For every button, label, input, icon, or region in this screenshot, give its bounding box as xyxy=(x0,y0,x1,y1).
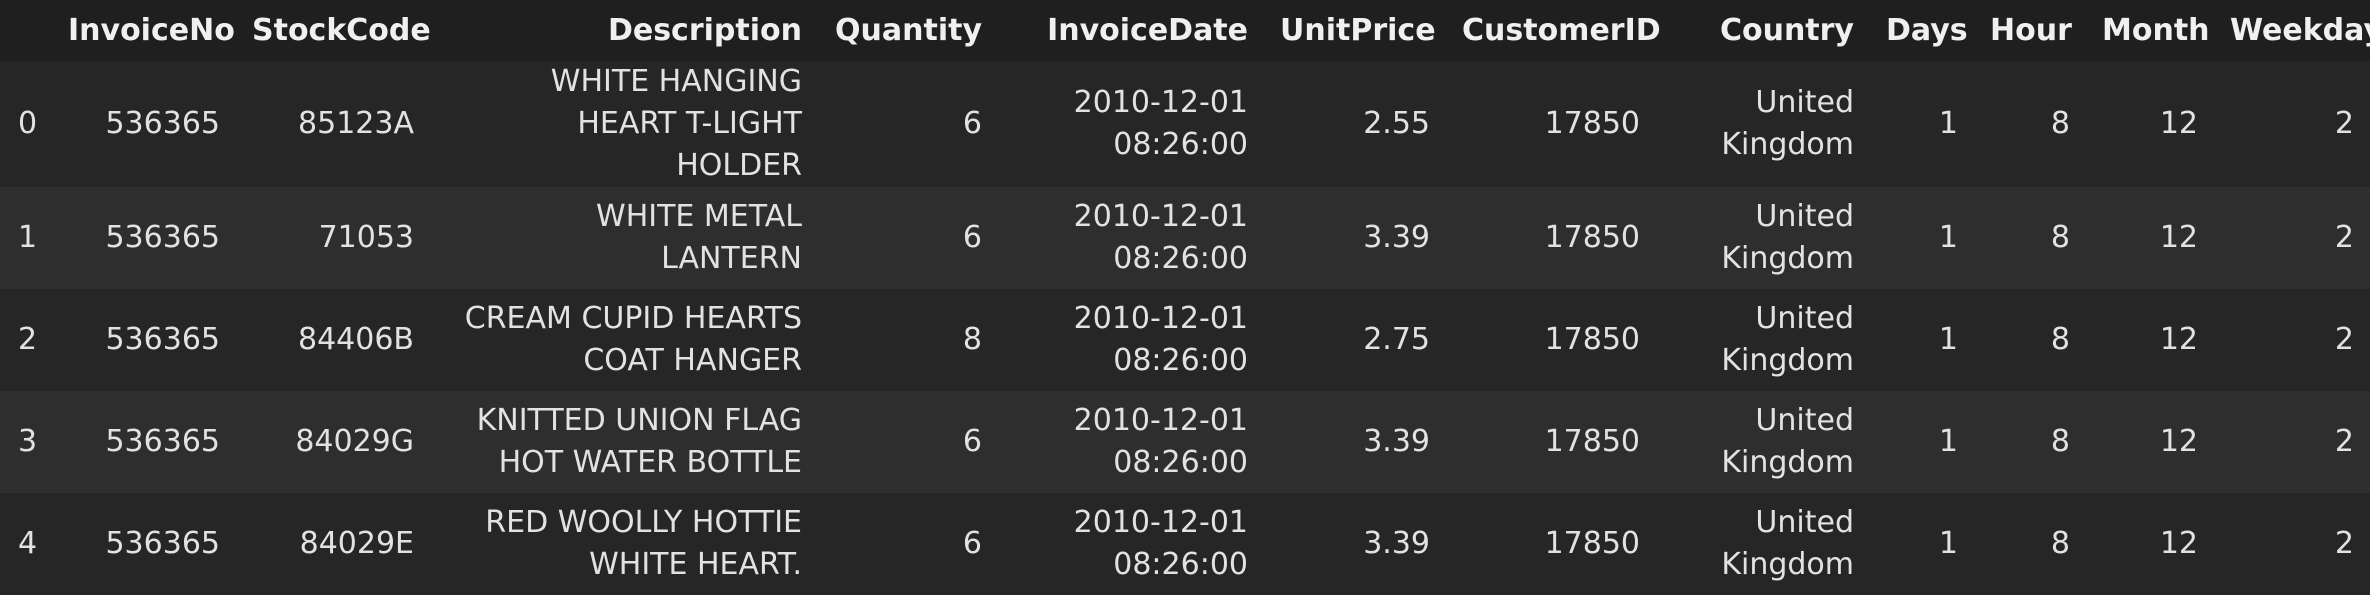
table-cell: 17850 xyxy=(1544,526,1640,561)
row-index: 2 xyxy=(18,322,38,357)
table-cell: 17850 xyxy=(1544,424,1640,459)
table-cell: 2010-12-01 08:26:00 xyxy=(1073,85,1248,162)
table-header: InvoiceNo StockCode Description Quantity… xyxy=(0,0,2370,61)
column-header: Month xyxy=(2086,0,2214,61)
table-cell: 12 xyxy=(2159,106,2198,141)
table-cell: 2.55 xyxy=(1363,106,1430,141)
table-cell: 12 xyxy=(2159,322,2198,357)
table-cell: 6 xyxy=(962,220,982,255)
table-row: 0 536365 85123A WHITE HANGING HEART T-LI… xyxy=(0,61,2370,187)
column-header: StockCode xyxy=(236,0,431,61)
column-header: InvoiceNo xyxy=(52,0,236,61)
table-cell: 536365 xyxy=(105,106,220,141)
table-cell: 2010-12-01 08:26:00 xyxy=(1073,301,1248,378)
table-cell: 1 xyxy=(1938,424,1958,459)
table-cell: 6 xyxy=(962,424,982,459)
table-row: 1 536365 71053 WHITE METAL LANTERN 6 201… xyxy=(0,187,2370,289)
row-index: 1 xyxy=(18,220,38,255)
table-cell: 2 xyxy=(2334,424,2354,459)
table-cell: 2 xyxy=(2334,526,2354,561)
row-index: 4 xyxy=(18,526,38,561)
column-header: Quantity xyxy=(818,0,998,61)
table-cell: 85123A xyxy=(298,106,414,141)
table-cell: 71053 xyxy=(318,220,414,255)
table-cell: 1 xyxy=(1938,322,1958,357)
table-cell: KNITTED UNION FLAG HOT WATER BOTTLE xyxy=(476,403,802,480)
table-cell: 1 xyxy=(1938,220,1958,255)
table-cell: WHITE METAL LANTERN xyxy=(596,199,802,276)
table-cell: 84406B xyxy=(297,322,414,357)
table-cell: 536365 xyxy=(105,322,220,357)
index-header xyxy=(0,0,52,61)
table-cell: 2 xyxy=(2334,322,2354,357)
table-cell: 17850 xyxy=(1544,220,1640,255)
row-index: 0 xyxy=(18,106,38,141)
table-cell: 2010-12-01 08:26:00 xyxy=(1073,505,1248,582)
table-row: 3 536365 84029G KNITTED UNION FLAG HOT W… xyxy=(0,391,2370,493)
table-cell: United Kingdom xyxy=(1721,301,1854,378)
table-cell: 8 xyxy=(2050,106,2070,141)
table-cell: 536365 xyxy=(105,526,220,561)
table-cell: 6 xyxy=(962,526,982,561)
table-cell: 17850 xyxy=(1544,322,1640,357)
table-cell: 12 xyxy=(2159,424,2198,459)
table-cell: 1 xyxy=(1938,106,1958,141)
table-cell: 2 xyxy=(2334,106,2354,141)
row-index: 3 xyxy=(18,424,38,459)
table-cell: 12 xyxy=(2159,220,2198,255)
column-header: CustomerID xyxy=(1446,0,1661,61)
table-cell: 8 xyxy=(962,322,982,357)
table-cell: 12 xyxy=(2159,526,2198,561)
table-cell: 3.39 xyxy=(1363,424,1430,459)
table-cell: 8 xyxy=(2050,424,2070,459)
table-cell: 8 xyxy=(2050,526,2070,561)
table-cell: 84029E xyxy=(299,526,414,561)
column-header: InvoiceDate xyxy=(998,0,1264,61)
table-cell: 8 xyxy=(2050,220,2070,255)
table-cell: 2010-12-01 08:26:00 xyxy=(1073,199,1248,276)
column-header: Weekdays xyxy=(2214,0,2370,61)
table-cell: WHITE HANGING HEART T-LIGHT HOLDER xyxy=(550,64,802,183)
table-cell: United Kingdom xyxy=(1721,403,1854,480)
table-cell: United Kingdom xyxy=(1721,85,1854,162)
table-cell: 2.75 xyxy=(1363,322,1430,357)
table-cell: RED WOOLLY HOTTIE WHITE HEART. xyxy=(485,505,802,582)
column-header: Days xyxy=(1870,0,1974,61)
table-cell: CREAM CUPID HEARTS COAT HANGER xyxy=(464,301,802,378)
table-cell: 3.39 xyxy=(1363,526,1430,561)
table-cell: 84029G xyxy=(295,424,414,459)
header-row: InvoiceNo StockCode Description Quantity… xyxy=(0,0,2370,61)
table-cell: 536365 xyxy=(105,424,220,459)
column-header: Description xyxy=(430,0,818,61)
table-cell: 1 xyxy=(1938,526,1958,561)
table-row: 2 536365 84406B CREAM CUPID HEARTS COAT … xyxy=(0,289,2370,391)
column-header: Hour xyxy=(1974,0,2086,61)
column-header: UnitPrice xyxy=(1264,0,1446,61)
table-cell: 3.39 xyxy=(1363,220,1430,255)
table-cell: 536365 xyxy=(105,220,220,255)
table-cell: United Kingdom xyxy=(1721,505,1854,582)
table-cell: United Kingdom xyxy=(1721,199,1854,276)
table-cell: 6 xyxy=(962,106,982,141)
table-cell: 8 xyxy=(2050,322,2070,357)
table-body: 0 536365 85123A WHITE HANGING HEART T-LI… xyxy=(0,61,2370,595)
table-row: 4 536365 84029E RED WOOLLY HOTTIE WHITE … xyxy=(0,493,2370,595)
table-cell: 17850 xyxy=(1544,106,1640,141)
column-header: Country xyxy=(1656,0,1870,61)
table-cell: 2 xyxy=(2334,220,2354,255)
table-cell: 2010-12-01 08:26:00 xyxy=(1073,403,1248,480)
